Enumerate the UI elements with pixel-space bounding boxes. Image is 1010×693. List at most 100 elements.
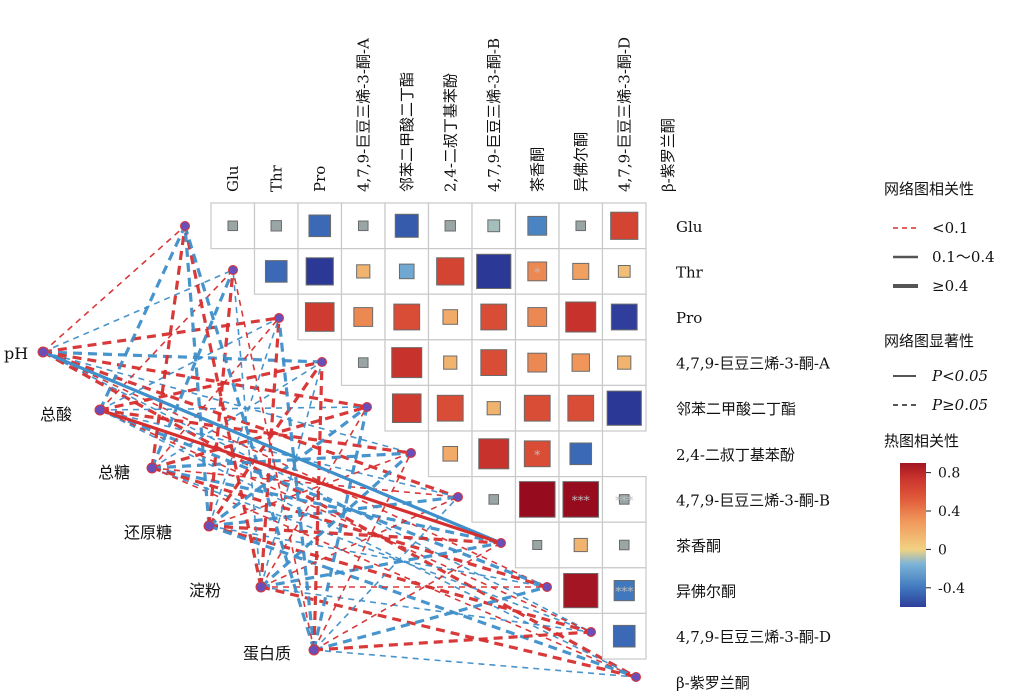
network-link	[313, 649, 637, 678]
legend-significance-label: P≥0.05	[931, 396, 988, 414]
column-label-cjk: 异佛尔酮	[572, 132, 590, 192]
significance-mark: *	[534, 448, 540, 462]
heatmap-square	[618, 494, 630, 505]
colorbar	[900, 463, 926, 607]
heatmap-square	[305, 257, 334, 286]
variable-node	[631, 672, 641, 682]
row-label-2-4: 2,4-二叔丁基苯酚	[676, 446, 795, 464]
index-label: 蛋白质	[243, 644, 291, 663]
heatmap-square	[527, 352, 548, 373]
column-label-glu: Glu	[224, 165, 242, 192]
column-label-thr: Thr	[267, 164, 285, 192]
network-link	[42, 350, 637, 679]
network-link	[208, 317, 280, 527]
heatmap-square	[486, 401, 501, 416]
network-link	[183, 225, 263, 588]
variable-node	[362, 402, 372, 412]
network-link	[208, 452, 412, 527]
index-node	[37, 346, 49, 358]
column-label-cjk: 茶香酮	[528, 147, 546, 192]
heatmap-square	[527, 307, 548, 327]
network-link	[260, 586, 592, 633]
network-link	[42, 269, 234, 353]
row-label-glu: Glu	[676, 218, 703, 236]
network-link	[42, 350, 368, 409]
colorbar-tick-label: -0.4	[938, 581, 965, 597]
column-label-4-7-9-3-a: 4,7,9-巨豆三烯-3-酮-A	[354, 38, 372, 192]
network-link	[151, 405, 368, 470]
legend: 网络图相关性 <0.1 0.1～0.4 ≥0.4 网络图显著性 P<0.05 P≥0.05 热…	[884, 180, 995, 607]
legend-correlation-label: 0.1～0.4	[932, 248, 995, 266]
network-link	[98, 225, 187, 411]
heatmap-square	[357, 357, 369, 368]
index-node	[203, 520, 215, 532]
column-label-cjk: 邻苯二甲酸二丁酯	[398, 72, 416, 192]
heatmap-square	[480, 303, 508, 331]
network-link	[42, 351, 412, 454]
heatmap-cell	[340, 293, 386, 341]
network-link	[312, 406, 369, 651]
index-node	[308, 644, 320, 656]
index-label: pH	[4, 344, 28, 363]
network-link	[260, 541, 502, 589]
heatmap-square	[264, 260, 288, 283]
heatmap-square	[436, 394, 464, 422]
network-link	[259, 451, 413, 589]
heatmap-square	[532, 540, 543, 550]
heatmap-square	[523, 394, 551, 422]
column-label-4-7-9-3-d: 4,7,9-巨豆三烯-3-酮-D	[615, 37, 633, 192]
network-link	[99, 408, 412, 455]
variable-node	[406, 448, 416, 458]
significance-mark: *	[534, 265, 540, 279]
significance-mark: ***	[615, 585, 633, 599]
heatmap-square	[563, 573, 599, 609]
network-link	[313, 630, 592, 652]
network-link	[42, 316, 280, 354]
network-link	[99, 409, 637, 678]
variable-node	[228, 265, 238, 275]
column-label-4-7-9-3-b: 4,7,9-巨豆三烯-3-酮-B	[485, 38, 503, 192]
heatmap-square	[442, 309, 459, 325]
variable-node	[586, 627, 596, 637]
colorbar-tick-label: 0.4	[938, 504, 960, 520]
heatmap-square	[476, 253, 512, 290]
network-link	[151, 451, 412, 470]
network-link	[42, 351, 592, 633]
legend-significance-label: P<0.05	[931, 367, 988, 385]
heatmap-square	[612, 624, 636, 648]
index-node	[255, 581, 267, 593]
network-link-strong	[42, 350, 502, 545]
heatmap-square	[527, 261, 548, 282]
heatmap-square	[488, 494, 500, 505]
heatmap-square	[565, 301, 597, 333]
row-label-cjk: 邻苯二甲酸二丁酯	[676, 400, 796, 418]
network-link	[260, 361, 323, 588]
row-label-pro: Pro	[676, 309, 702, 327]
heatmap-square	[391, 393, 422, 423]
network-link	[208, 524, 502, 545]
network-link	[150, 269, 235, 469]
network-link	[232, 269, 315, 651]
network-link	[208, 495, 459, 528]
row-label-thr: Thr	[676, 263, 704, 281]
heatmap-square	[308, 214, 332, 238]
legend-correlation-label: ≥0.4	[932, 277, 968, 295]
column-label-cjk: β-紫罗兰酮	[659, 118, 677, 192]
significance-mark: ***	[572, 493, 590, 507]
heatmap-square	[443, 355, 458, 370]
legend-significance-title: 网络图显著性	[884, 332, 974, 350]
significance-mark: ***	[615, 493, 633, 507]
heatmap-square	[436, 257, 465, 286]
network-link-strong	[99, 408, 502, 545]
network-link	[151, 361, 323, 469]
heatmap-square	[478, 438, 510, 470]
colorbar-tick-label: 0	[938, 542, 947, 558]
index-label: 总糖	[98, 463, 130, 482]
network-links	[42, 225, 637, 679]
heatmap-square	[571, 353, 590, 372]
network-link	[260, 406, 368, 588]
network-link	[99, 360, 323, 412]
heatmap-square	[393, 303, 421, 331]
heatmap-square	[573, 537, 588, 553]
